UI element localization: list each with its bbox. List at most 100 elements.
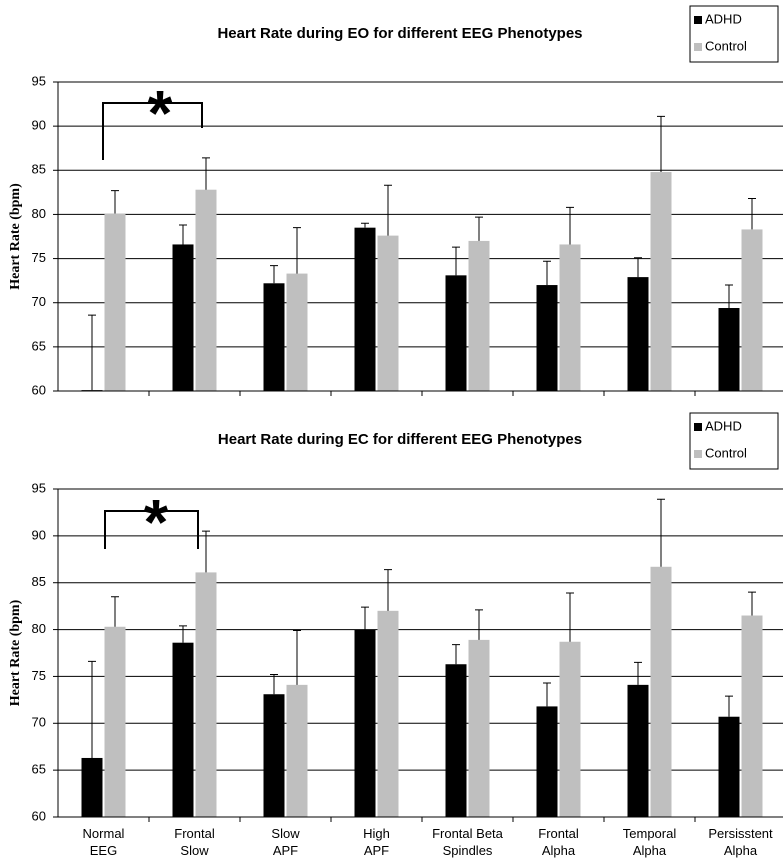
error-bar: [384, 569, 392, 611]
y-tick-label: 80: [32, 621, 46, 636]
error-bar: [88, 660, 96, 758]
y-tick-label: 60: [32, 382, 46, 397]
bar: [286, 273, 308, 391]
bar: [263, 283, 285, 391]
error-bar: [293, 227, 301, 274]
bar: [627, 277, 649, 391]
significance-bracket: [104, 510, 199, 549]
error-bar: [475, 216, 483, 241]
error-bar: [725, 695, 733, 717]
bar: [650, 172, 672, 391]
error-bar: [475, 609, 483, 640]
error-bar: [179, 224, 187, 245]
error-bar: [566, 592, 574, 642]
y-tick-label: 75: [32, 250, 46, 265]
y-tick-label: 90: [32, 527, 46, 542]
bar: [627, 684, 649, 817]
bar: [354, 227, 376, 391]
error-bar: [202, 157, 210, 190]
bar: [445, 664, 467, 817]
error-bar: [361, 222, 369, 228]
y-axis-label: Heart Rate (bpm): [8, 599, 23, 706]
significance-bracket: [102, 102, 203, 160]
annotation: *: [144, 486, 169, 558]
y-tick-label: 60: [32, 808, 46, 823]
bar: [468, 240, 490, 391]
error-bar: [384, 184, 392, 236]
bar: [263, 694, 285, 817]
bar: [559, 244, 581, 391]
legend-label: Control: [705, 445, 747, 460]
bar: [468, 639, 490, 817]
y-axis-label: Heart Rate (bpm): [8, 183, 23, 290]
error-bar: [179, 625, 187, 643]
error-bar: [657, 115, 665, 173]
bar: [286, 684, 308, 817]
y-tick-label: 85: [32, 574, 46, 589]
legend-swatch: [694, 450, 702, 458]
y-tick-label: 70: [32, 294, 46, 309]
x-tick-label: Normal EEG: [83, 826, 125, 858]
bar: [718, 716, 740, 817]
y-tick-label: 65: [32, 338, 46, 353]
x-tick-label: Frontal Slow: [174, 826, 215, 858]
bar: [377, 235, 399, 391]
error-bar: [725, 284, 733, 309]
bar: [172, 642, 194, 817]
bar: [536, 706, 558, 817]
error-bar: [88, 314, 96, 391]
y-tick-label: 85: [32, 162, 46, 177]
bar: [195, 572, 217, 817]
error-bar: [566, 206, 574, 245]
error-bar: [748, 591, 756, 616]
error-bar: [452, 246, 460, 276]
y-tick-label: 95: [32, 480, 46, 495]
annotation: *: [148, 77, 173, 149]
error-bar: [634, 661, 642, 685]
error-bar: [543, 682, 551, 707]
bar: [559, 641, 581, 817]
error-bar: [111, 190, 119, 214]
chart-title: Heart Rate during EC for different EEG P…: [218, 431, 582, 448]
x-tick-label: Temporal Alpha: [623, 826, 677, 858]
error-bar: [634, 257, 642, 278]
y-tick-label: 80: [32, 206, 46, 221]
error-bar: [202, 530, 210, 573]
error-bar: [111, 596, 119, 627]
legend-swatch: [694, 43, 702, 51]
legend-label: ADHD: [705, 418, 742, 433]
legend-swatch: [694, 16, 702, 24]
bar: [104, 213, 126, 391]
bar: [172, 244, 194, 391]
bar: [445, 275, 467, 391]
x-tick-label: Frontal Beta Spindles: [432, 826, 504, 858]
legend-swatch: [694, 423, 702, 431]
chart-title: Heart Rate during EO for different EEG P…: [217, 25, 582, 42]
legend-label: ADHD: [705, 11, 742, 26]
x-tick-label: High APF: [363, 826, 390, 858]
x-tick-label: Slow APF: [271, 826, 300, 858]
error-bar: [270, 265, 278, 284]
error-bar: [452, 644, 460, 665]
bar: [377, 610, 399, 817]
error-bar: [293, 630, 301, 685]
error-bar: [543, 260, 551, 286]
error-bar: [748, 198, 756, 230]
bar: [81, 757, 103, 817]
bar: [741, 615, 763, 817]
y-tick-label: 90: [32, 118, 46, 133]
y-tick-label: 95: [32, 73, 46, 88]
error-bar: [270, 674, 278, 695]
x-tick-label: Persisstent Alpha: [708, 826, 773, 858]
bar: [718, 308, 740, 391]
legend-box: [689, 412, 779, 470]
bar: [104, 626, 126, 817]
y-tick-label: 70: [32, 715, 46, 730]
x-tick-label: Frontal Alpha: [538, 826, 579, 858]
legend-label: Control: [705, 38, 747, 53]
bar: [536, 285, 558, 391]
legend-box: [689, 5, 779, 63]
y-tick-label: 75: [32, 668, 46, 683]
bar: [195, 189, 217, 391]
